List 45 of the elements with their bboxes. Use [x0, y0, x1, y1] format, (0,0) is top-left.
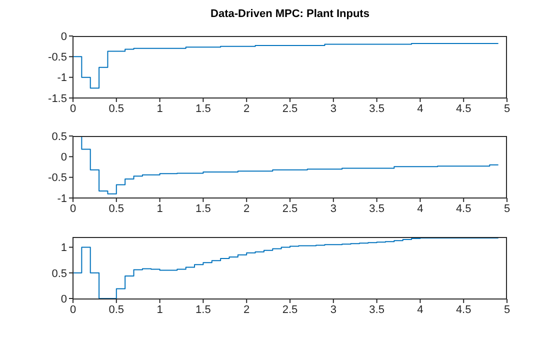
x-tick-label: 3: [330, 202, 336, 215]
x-tick-label: 1.5: [196, 202, 211, 215]
y-tick-label: -0.5: [48, 172, 67, 184]
x-tick-label: 0: [70, 304, 76, 316]
y-tick-label: 0: [60, 293, 67, 306]
x-tick-label: 2.5: [282, 304, 298, 316]
y-tick-label: 0: [60, 152, 67, 164]
x-tick-label: 4: [417, 202, 424, 215]
x-tick-label: 1: [156, 202, 163, 215]
x-tick-label: 3.5: [369, 102, 384, 115]
x-tick-label: 2: [244, 102, 250, 115]
x-tick-label: 0: [70, 102, 76, 115]
x-tick-label: 0.5: [108, 102, 124, 115]
x-tick-label: 3.5: [369, 202, 384, 215]
x-tick-label: 1.5: [196, 102, 211, 115]
x-tick-label: 4.5: [456, 304, 472, 316]
x-tick-label: 2: [244, 304, 250, 316]
y-tick-label: -1: [57, 192, 67, 205]
y-tick-label: 0: [60, 30, 67, 43]
y-tick-label: -1: [57, 72, 67, 84]
y-tick-label: -1.5: [48, 92, 67, 105]
x-tick-label: 1: [156, 304, 163, 316]
x-tick-label: 4: [417, 304, 424, 316]
x-tick-label: 3.5: [369, 304, 384, 316]
x-tick-label: 2.5: [282, 202, 298, 215]
y-tick-label: -0.5: [48, 52, 67, 64]
x-tick-label: 0.5: [108, 202, 124, 215]
x-tick-label: 5: [504, 202, 510, 215]
y-tick-label: 0.5: [52, 268, 67, 280]
x-tick-label: 5: [504, 102, 510, 115]
chart-title: Data-Driven MPC: Plant Inputs: [210, 8, 370, 20]
x-tick-label: 4.5: [456, 202, 472, 215]
x-tick-label: 1: [156, 102, 163, 115]
x-tick-label: 4.5: [456, 102, 472, 115]
x-tick-label: 5: [504, 304, 510, 316]
y-tick-label: 1: [60, 242, 67, 254]
x-tick-label: 3: [330, 102, 336, 115]
x-tick-label: 0.5: [108, 304, 124, 316]
x-tick-label: 4: [417, 102, 424, 115]
y-tick-label: 0.5: [52, 130, 67, 143]
x-tick-label: 3: [330, 304, 336, 316]
x-tick-label: 0: [70, 202, 76, 215]
x-tick-label: 2: [244, 202, 250, 215]
x-tick-label: 1.5: [196, 304, 211, 316]
x-tick-label: 2.5: [282, 102, 298, 115]
